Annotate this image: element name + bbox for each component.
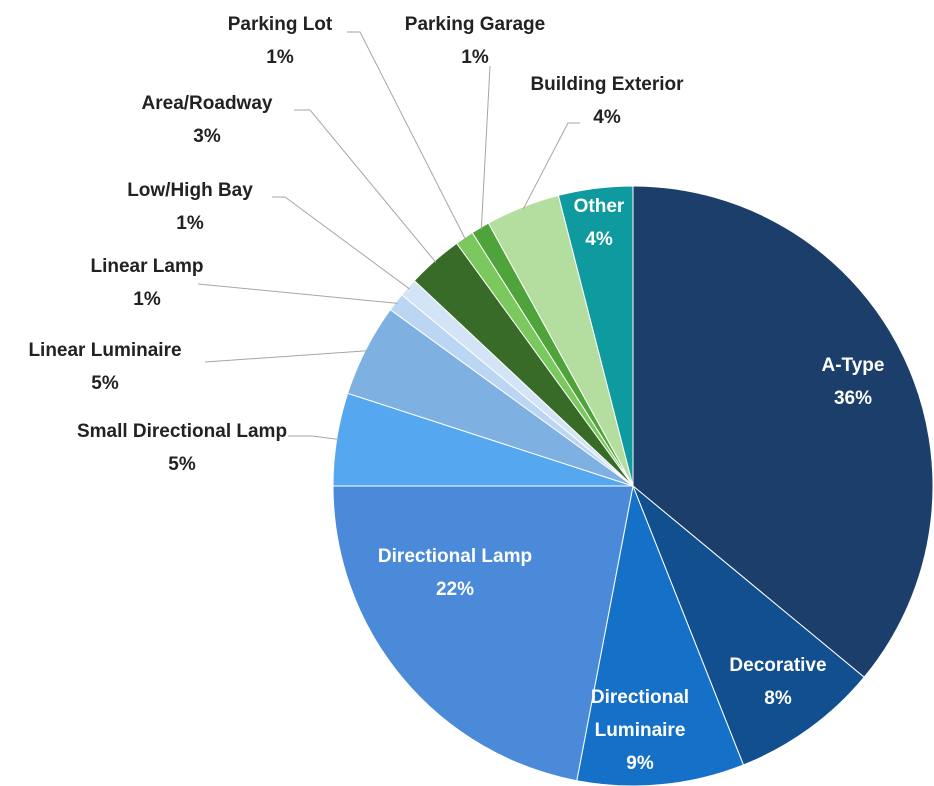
slice-label: Area/Roadway 3%: [117, 87, 297, 153]
value-label: 1%: [461, 47, 489, 68]
value-label: 36%: [833, 388, 873, 409]
pie-slice: [332, 485, 634, 782]
leader-line: [197, 283, 398, 304]
slice-label: A-Type 36%: [773, 349, 933, 415]
value-label: 5%: [91, 373, 119, 394]
value-label: 1%: [133, 289, 161, 310]
leader-line: [204, 350, 368, 363]
pie-slice: [557, 185, 634, 487]
slice-label: Small Directional Lamp 5%: [75, 415, 290, 481]
category-label: Decorative: [729, 655, 827, 676]
category-label: Area/Roadway: [141, 93, 273, 114]
category-label: Low/High Bay: [127, 180, 253, 201]
value-label: 4%: [593, 107, 621, 128]
slice-label: Parking Garage 1%: [385, 8, 565, 74]
category-label: Directional Lamp: [377, 546, 533, 567]
leader-line: [347, 31, 466, 240]
slice-label: Building Exterior 4%: [507, 68, 707, 134]
slice-label: Low/High Bay 1%: [100, 174, 280, 240]
value-label: 9%: [626, 753, 654, 774]
slice-label: Linear Luminaire 5%: [0, 334, 215, 400]
leader-line: [480, 65, 491, 230]
value-label: 1%: [176, 213, 204, 234]
leader-line: [272, 196, 410, 290]
value-label: 3%: [193, 126, 221, 147]
pie-slice: [632, 485, 865, 766]
value-label: 4%: [585, 229, 613, 250]
pie-slice: [632, 185, 934, 678]
category-label: Parking Lot: [227, 14, 333, 35]
category-label: Linear Luminaire: [28, 340, 182, 361]
category-label: Linear Lamp: [90, 256, 204, 277]
slice-label: Directional Lamp 22%: [345, 540, 565, 606]
slice-label: Parking Lot 1%: [200, 8, 360, 74]
category-label: A-Type: [821, 355, 885, 376]
value-label: 22%: [435, 579, 475, 600]
value-label: 1%: [266, 47, 294, 68]
category-label: Directional Luminaire: [590, 687, 690, 741]
value-label: 5%: [168, 454, 196, 475]
slice-label: Directional Luminaire 9%: [570, 681, 710, 780]
value-label: 8%: [764, 688, 792, 709]
category-label: Other: [573, 196, 625, 217]
slice-label: Linear Lamp 1%: [67, 250, 227, 316]
leader-line: [288, 435, 339, 440]
slice-label: Other 4%: [549, 190, 649, 256]
leader-line: [522, 122, 580, 210]
category-label: Small Directional Lamp: [76, 421, 288, 442]
category-label: Building Exterior: [530, 74, 684, 95]
category-label: Parking Garage: [404, 14, 546, 35]
slice-label: Decorative 8%: [698, 649, 858, 715]
pie-slice: [576, 484, 745, 786]
leader-line: [294, 109, 437, 263]
